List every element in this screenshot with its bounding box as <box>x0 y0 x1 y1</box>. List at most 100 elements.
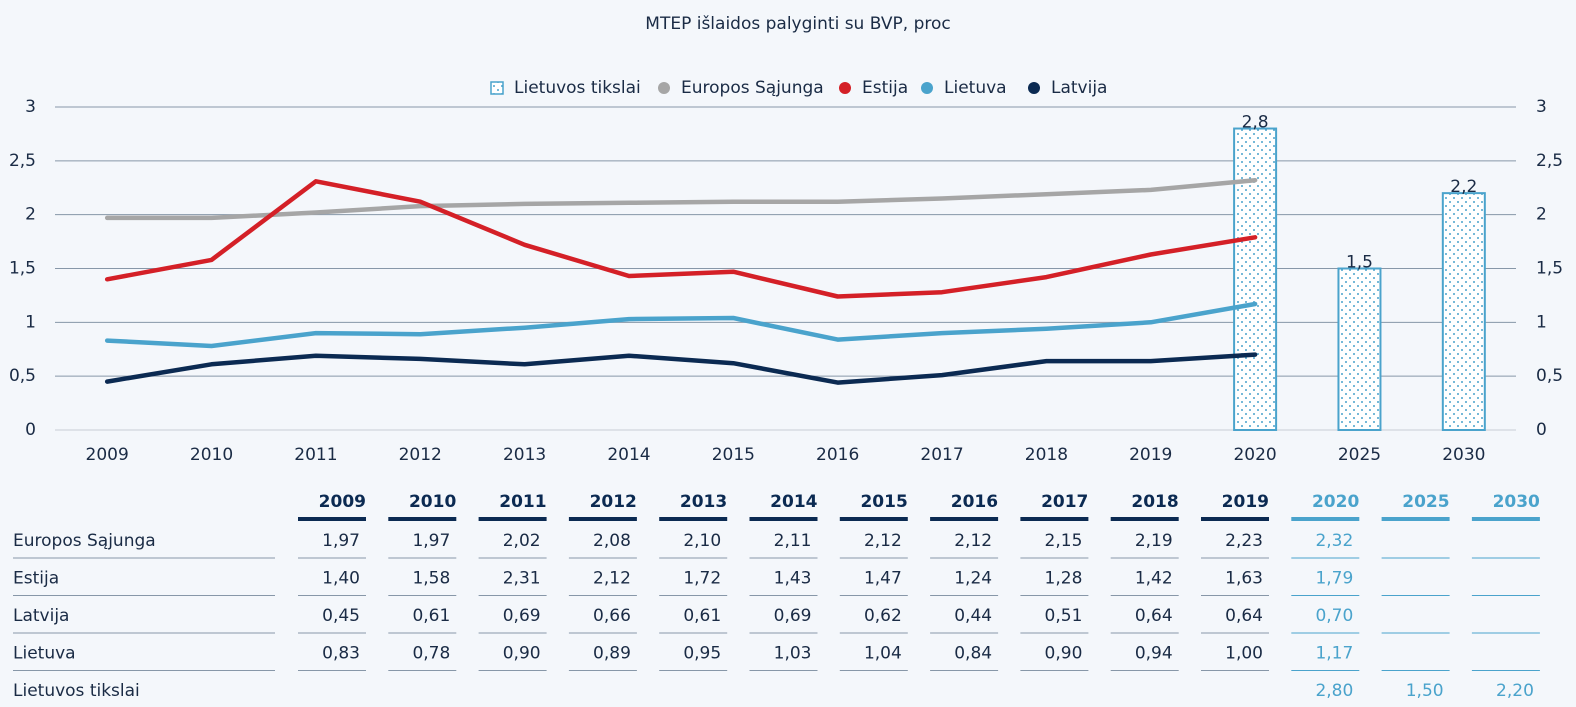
table-header: 2018 <box>1131 492 1178 512</box>
table-header: 2015 <box>860 492 907 512</box>
cell: 0,84 <box>954 644 992 664</box>
cell: 0,44 <box>954 606 992 626</box>
table-header: 2010 <box>409 492 456 512</box>
line <box>104 179 1258 299</box>
cell: 0,90 <box>1045 644 1083 664</box>
cell: 0,64 <box>1135 606 1173 626</box>
cell: 1,47 <box>864 569 902 589</box>
cell: 1,97 <box>322 531 360 551</box>
legend-marker <box>839 82 851 94</box>
cell: 0,69 <box>774 606 812 626</box>
y-tick-label: 0,5 <box>9 366 36 386</box>
cell: 0,69 <box>503 606 541 626</box>
bar <box>1233 127 1278 432</box>
cell: 0,83 <box>322 644 360 664</box>
x-tick-label: 2030 <box>1442 445 1485 465</box>
legend-label: Europos Sąjunga <box>681 78 824 98</box>
y-tick-label: 2 <box>25 205 36 225</box>
table-header: 2025 <box>1402 492 1449 512</box>
table-header: 2014 <box>770 492 817 512</box>
cell: 2,11 <box>774 531 812 551</box>
cell: 0,51 <box>1045 606 1083 626</box>
cell: 1,79 <box>1315 569 1353 589</box>
cell: 1,28 <box>1045 569 1083 589</box>
chart-title: MTEP išlaidos palyginti su BVP, proc <box>645 14 950 34</box>
legend-label: Lietuva <box>944 78 1007 98</box>
table-header: 2020 <box>1312 492 1359 512</box>
table-header: 2017 <box>1041 492 1088 512</box>
line <box>104 352 1258 385</box>
data-label: 1,5 <box>1346 253 1373 273</box>
cell: 0,61 <box>683 606 721 626</box>
cell: 0,94 <box>1135 644 1173 664</box>
cell: 0,61 <box>412 606 450 626</box>
cell: 2,20 <box>1496 681 1534 701</box>
bar <box>1441 192 1486 431</box>
y-tick-label: 0 <box>25 420 36 440</box>
x-tick-label: 2019 <box>1129 445 1172 465</box>
cell: 0,66 <box>593 606 631 626</box>
cell: 2,31 <box>503 569 541 589</box>
cell: 0,90 <box>503 644 541 664</box>
line <box>104 177 1258 221</box>
table-header: 2019 <box>1222 492 1269 512</box>
y2-tick-label: 0,5 <box>1536 366 1563 386</box>
cell: 2,12 <box>593 569 631 589</box>
y2-tick-label: 3 <box>1536 97 1547 117</box>
x-tick-label: 2010 <box>190 445 233 465</box>
cell: 1,63 <box>1225 569 1263 589</box>
cell: 2,12 <box>864 531 902 551</box>
cell: 0,45 <box>322 606 360 626</box>
cell: 2,12 <box>954 531 992 551</box>
cell: 1,50 <box>1406 681 1444 701</box>
cell: 0,62 <box>864 606 902 626</box>
cell: 2,15 <box>1045 531 1083 551</box>
cell: 2,32 <box>1315 531 1353 551</box>
cell: 1,58 <box>412 569 450 589</box>
x-tick-label: 2016 <box>816 445 859 465</box>
table-header: 2030 <box>1493 492 1540 512</box>
legend-marker <box>658 82 670 94</box>
cell: 2,80 <box>1315 681 1353 701</box>
cell: 2,19 <box>1135 531 1173 551</box>
legend-marker <box>921 82 933 94</box>
y2-tick-label: 0 <box>1536 420 1547 440</box>
table-header: 2009 <box>319 492 366 512</box>
x-tick-label: 2025 <box>1338 445 1381 465</box>
cell: 1,40 <box>322 569 360 589</box>
table-header: 2016 <box>951 492 998 512</box>
legend-label: Estija <box>862 78 908 98</box>
legend-marker <box>490 81 504 95</box>
cell: 0,89 <box>593 644 631 664</box>
cell: 2,23 <box>1225 531 1263 551</box>
cell: 1,43 <box>774 569 812 589</box>
table-header: 2011 <box>499 492 546 512</box>
cell: 0,78 <box>412 644 450 664</box>
x-tick-label: 2017 <box>920 445 963 465</box>
x-tick-label: 2020 <box>1233 445 1276 465</box>
row-label: Estija <box>13 569 59 589</box>
y2-tick-label: 1,5 <box>1536 259 1563 279</box>
y2-tick-label: 1 <box>1536 312 1547 332</box>
legend-label: Latvija <box>1051 78 1107 98</box>
cell: 1,17 <box>1315 644 1353 664</box>
row-label: Europos Sąjunga <box>13 531 156 551</box>
y2-tick-label: 2 <box>1536 205 1547 225</box>
x-tick-label: 2014 <box>607 445 650 465</box>
cell: 1,03 <box>774 644 812 664</box>
x-tick-label: 2013 <box>503 445 546 465</box>
legend-label: Lietuvos tikslai <box>514 78 641 98</box>
table-header: 2012 <box>590 492 637 512</box>
cell: 1,00 <box>1225 644 1263 664</box>
cell: 0,95 <box>683 644 721 664</box>
y-tick-label: 3 <box>25 97 36 117</box>
x-tick-label: 2011 <box>294 445 337 465</box>
cell: 1,24 <box>954 569 992 589</box>
cell: 2,02 <box>503 531 541 551</box>
x-tick-label: 2015 <box>712 445 755 465</box>
cell: 2,10 <box>683 531 721 551</box>
cell: 1,42 <box>1135 569 1173 589</box>
cell: 2,08 <box>593 531 631 551</box>
